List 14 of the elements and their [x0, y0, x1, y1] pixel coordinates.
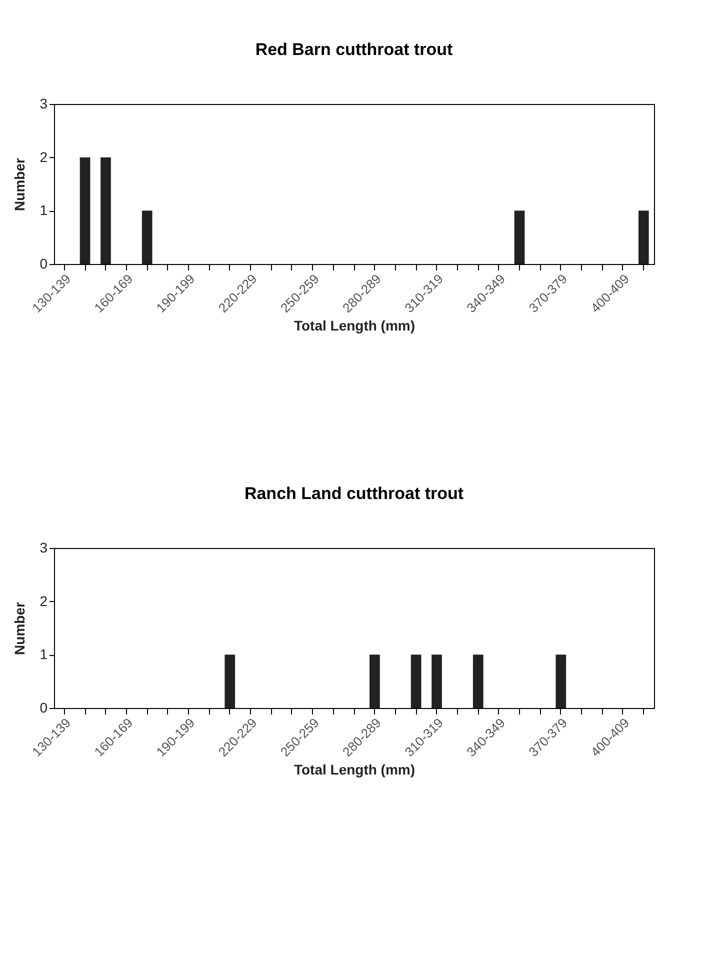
- y-tick-label: 3: [40, 540, 48, 556]
- y-tick-label: 2: [40, 148, 48, 165]
- y-axis-title: Number: [12, 158, 28, 211]
- chart-title: Red Barn cutthroat trout: [255, 40, 454, 59]
- chart-title: Ranch Land cutthroat trout: [244, 484, 464, 503]
- y-tick-label: 2: [40, 592, 48, 609]
- y-tick-label: 0: [40, 256, 48, 272]
- x-axis-title: Total Length (mm): [294, 317, 416, 334]
- y-tick-label: 0: [40, 700, 48, 716]
- y-tick-label: 1: [40, 646, 48, 662]
- y-axis-title: Number: [12, 602, 28, 655]
- x-axis-title: Total Length (mm): [294, 761, 416, 778]
- y-tick-label: 3: [40, 96, 48, 112]
- y-tick-label: 1: [40, 202, 48, 218]
